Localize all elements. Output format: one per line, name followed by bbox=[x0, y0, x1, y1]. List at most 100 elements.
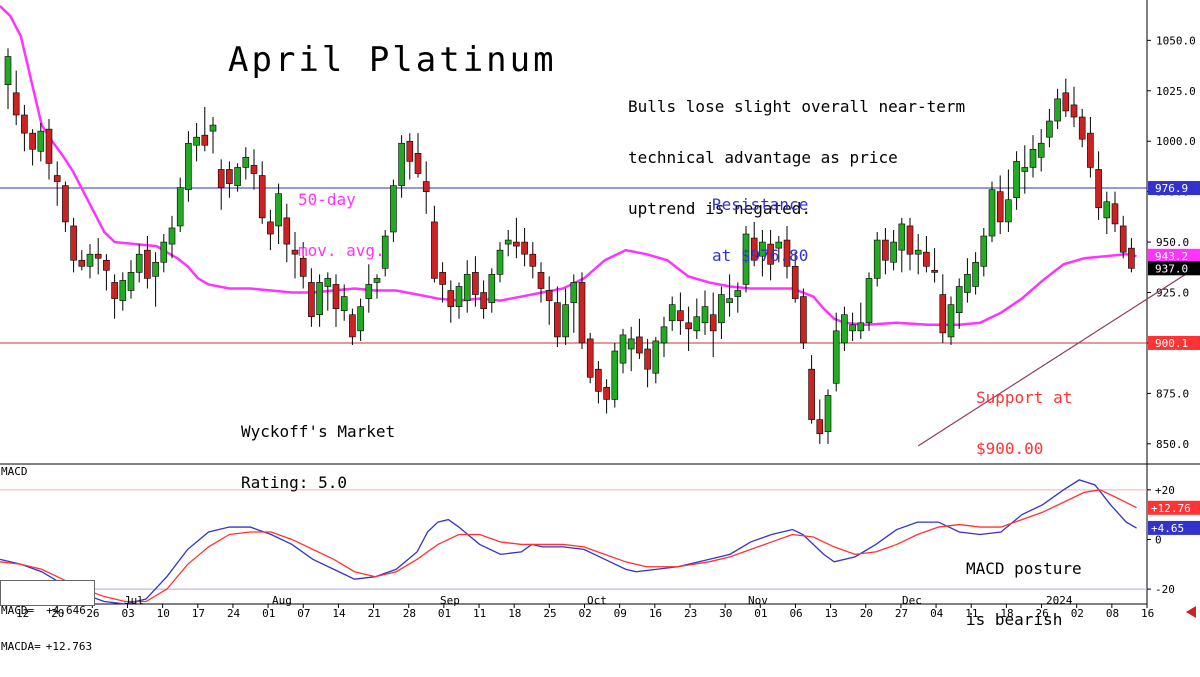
candle-body bbox=[947, 304, 955, 338]
candle-body bbox=[390, 185, 397, 233]
candle-body bbox=[816, 419, 824, 435]
chart-svg: 850.0875.0900.0925.0950.0975.01000.01025… bbox=[0, 0, 1200, 620]
candle-body bbox=[160, 241, 168, 263]
price-tick-label: 1050.0 bbox=[1156, 34, 1196, 47]
candle-body bbox=[791, 265, 799, 299]
resistance-label: Resistance at $976.80 bbox=[712, 162, 808, 298]
candle-body bbox=[513, 241, 520, 247]
date-tick-label: 18 bbox=[508, 607, 521, 618]
price-tick-label: 1000.0 bbox=[1156, 135, 1196, 148]
candle-body bbox=[267, 221, 274, 235]
macd-readout-row: MACD= +4.646 bbox=[1, 605, 94, 617]
last-price-tag-label: 937.0 bbox=[1155, 262, 1188, 275]
candle-body bbox=[340, 296, 348, 311]
price-tick-label: 875.0 bbox=[1156, 387, 1189, 400]
candle-body bbox=[332, 284, 340, 309]
candle-body bbox=[250, 165, 258, 174]
date-tick-label: 03 bbox=[121, 607, 134, 618]
candle-body bbox=[906, 225, 914, 255]
candle-body bbox=[677, 310, 684, 322]
candle-body bbox=[12, 92, 20, 116]
candle-body bbox=[217, 169, 225, 188]
date-tick-label: 25 bbox=[543, 607, 556, 618]
candle-body bbox=[890, 241, 897, 263]
macd-tag-label: +4.65 bbox=[1151, 522, 1184, 535]
rating-label: Wyckoff's Market Rating: 5.0 bbox=[241, 389, 395, 525]
candle-body bbox=[668, 304, 676, 322]
price-tick-label: 1025.0 bbox=[1156, 85, 1196, 98]
last-price-tag bbox=[1148, 261, 1200, 276]
candle-body bbox=[357, 306, 364, 332]
candle-body bbox=[603, 387, 610, 400]
candle-body bbox=[480, 292, 487, 309]
candle-body bbox=[554, 302, 561, 338]
macd-readout: MACD= +4.646 MACDA= +12.763 bbox=[0, 580, 95, 653]
candle-body bbox=[759, 241, 766, 257]
candle-body bbox=[734, 290, 742, 297]
date-tick-label: 01 bbox=[262, 607, 275, 618]
date-tick-label: 24 bbox=[227, 607, 241, 618]
date-tick-label: 11 bbox=[965, 607, 978, 618]
candle-body bbox=[849, 324, 856, 332]
candle-body bbox=[562, 304, 569, 338]
date-tick-label: 23 bbox=[684, 607, 697, 618]
candle-body bbox=[1078, 116, 1086, 140]
candle-body bbox=[406, 140, 414, 162]
candle-body bbox=[127, 272, 135, 291]
candle-body bbox=[152, 261, 159, 277]
candle-body bbox=[488, 274, 496, 303]
candle-body bbox=[693, 316, 701, 332]
candle-body bbox=[168, 227, 176, 245]
rating-label-line: Wyckoff's Market bbox=[241, 422, 396, 441]
date-tick-label: 20 bbox=[860, 607, 873, 618]
month-label: Oct bbox=[587, 594, 607, 607]
headline-note-line: uptrend is negated. bbox=[628, 199, 812, 218]
candle-body bbox=[775, 241, 783, 249]
candle-body bbox=[176, 187, 184, 227]
candle-body bbox=[980, 235, 988, 267]
candle-body bbox=[996, 191, 1004, 223]
candle-body bbox=[832, 330, 840, 384]
candle-body bbox=[841, 314, 848, 344]
resistance-tag-label: 976.9 bbox=[1155, 182, 1188, 195]
support-tag-label: 900.1 bbox=[1155, 337, 1188, 350]
date-tick-label: 17 bbox=[192, 607, 205, 618]
candle-body bbox=[422, 181, 430, 192]
support-label: Support at $900.00 bbox=[976, 355, 1072, 491]
date-tick-label: 20 bbox=[51, 607, 64, 618]
candle-body bbox=[1103, 201, 1111, 219]
candle-body bbox=[931, 270, 938, 273]
date-tick-label: 27 bbox=[895, 607, 908, 618]
date-tick-label: 04 bbox=[930, 607, 944, 618]
candle-body bbox=[1062, 92, 1070, 112]
resistance-tag bbox=[1148, 181, 1200, 196]
candle-body bbox=[595, 368, 602, 392]
candle-body bbox=[726, 298, 733, 303]
candle-body bbox=[660, 326, 668, 344]
candle-body bbox=[439, 272, 446, 285]
candle-body bbox=[685, 322, 692, 330]
scroll-left-arrow-icon bbox=[1186, 606, 1196, 618]
price-tick-label: 950.0 bbox=[1156, 236, 1189, 249]
macda-readout-row: MACDA= +12.763 bbox=[1, 641, 94, 653]
candle-body bbox=[258, 175, 266, 219]
moving-average-label-line: 50-day bbox=[298, 190, 356, 209]
candle-body bbox=[1021, 167, 1029, 172]
month-label: 2024 bbox=[1046, 594, 1073, 607]
candle-body bbox=[373, 278, 381, 283]
candle-body bbox=[275, 193, 282, 227]
candle-body bbox=[1046, 120, 1053, 138]
chart-root: 850.0875.0900.0925.0950.0975.01000.01025… bbox=[0, 0, 1200, 653]
macda-tag-label: +12.76 bbox=[1151, 502, 1191, 515]
candle-body bbox=[1054, 98, 1061, 122]
candle-body bbox=[709, 314, 717, 332]
macd-tick-label: +20 bbox=[1155, 484, 1175, 497]
candle-body bbox=[570, 282, 578, 303]
candle-body bbox=[472, 272, 479, 295]
candle-body bbox=[209, 124, 217, 132]
macd-tag bbox=[1148, 520, 1200, 535]
date-tick-label: 16 bbox=[649, 607, 662, 618]
candle-body bbox=[365, 284, 373, 299]
candle-body bbox=[972, 261, 979, 287]
candle-body bbox=[70, 225, 77, 261]
